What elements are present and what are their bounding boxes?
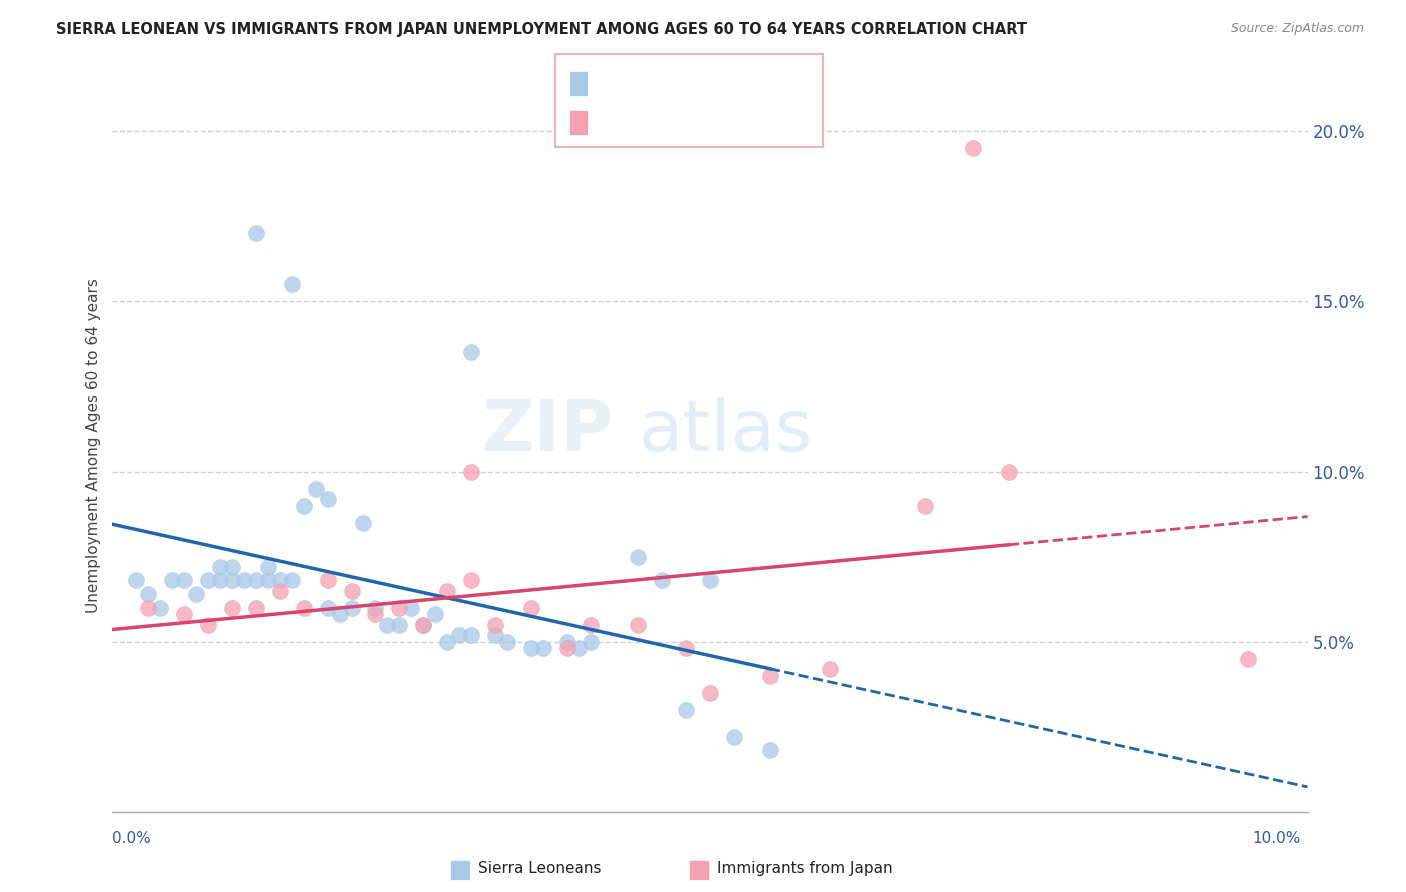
Text: ZIP: ZIP <box>482 397 614 466</box>
Point <box>412 617 434 632</box>
Point <box>818 662 841 676</box>
Point <box>675 703 697 717</box>
Point <box>173 607 195 622</box>
Point <box>579 634 602 648</box>
Point <box>281 277 304 292</box>
Point <box>245 574 267 588</box>
Text: 0.0%: 0.0% <box>112 831 152 846</box>
Point <box>221 600 243 615</box>
Point <box>245 227 267 241</box>
Point <box>627 617 650 632</box>
Point <box>998 465 1021 479</box>
Point <box>377 617 399 632</box>
Point <box>699 574 721 588</box>
Point <box>531 641 554 656</box>
Point <box>221 559 243 574</box>
Point <box>340 600 363 615</box>
Point <box>627 549 650 564</box>
Point <box>149 600 172 615</box>
Point <box>173 574 195 588</box>
Point <box>460 628 482 642</box>
Point <box>353 516 375 530</box>
Point <box>759 743 782 757</box>
Point <box>138 600 160 615</box>
Point <box>292 600 315 615</box>
Point <box>245 600 267 615</box>
Point <box>364 607 387 622</box>
Point <box>484 617 506 632</box>
Point <box>388 600 411 615</box>
Text: 10.0%: 10.0% <box>1253 831 1301 846</box>
Point <box>329 607 352 622</box>
Y-axis label: Unemployment Among Ages 60 to 64 years: Unemployment Among Ages 60 to 64 years <box>86 278 101 614</box>
Point <box>197 617 219 632</box>
Point <box>388 617 411 632</box>
Text: R =  0.250   N = 27: R = 0.250 N = 27 <box>598 115 755 130</box>
Text: Source: ZipAtlas.com: Source: ZipAtlas.com <box>1230 22 1364 36</box>
Point <box>1237 651 1260 665</box>
Point <box>138 587 160 601</box>
Point <box>675 641 697 656</box>
Point <box>209 574 232 588</box>
Text: atlas: atlas <box>638 397 813 466</box>
Point <box>759 668 782 682</box>
Point <box>460 345 482 359</box>
Point <box>340 583 363 598</box>
Point <box>914 499 936 513</box>
Point <box>520 600 543 615</box>
Point <box>281 574 304 588</box>
Text: SIERRA LEONEAN VS IMMIGRANTS FROM JAPAN UNEMPLOYMENT AMONG AGES 60 TO 64 YEARS C: SIERRA LEONEAN VS IMMIGRANTS FROM JAPAN … <box>56 22 1028 37</box>
Point <box>555 634 578 648</box>
Point <box>568 641 591 656</box>
Point <box>555 641 578 656</box>
Point <box>209 559 232 574</box>
Point <box>436 583 458 598</box>
Point <box>496 634 519 648</box>
Point <box>221 574 243 588</box>
Point <box>305 482 328 496</box>
Point <box>364 600 387 615</box>
Point <box>651 574 673 588</box>
Text: R =  0.106   N = 49: R = 0.106 N = 49 <box>598 76 755 91</box>
Point <box>401 600 423 615</box>
Point <box>125 574 148 588</box>
Point <box>269 574 291 588</box>
Point <box>257 559 280 574</box>
Point <box>449 628 471 642</box>
Point <box>316 600 339 615</box>
Point <box>460 574 482 588</box>
Point <box>436 634 458 648</box>
Point <box>460 465 482 479</box>
Point <box>962 141 984 155</box>
Point <box>257 574 280 588</box>
Point <box>186 587 208 601</box>
Point <box>197 574 219 588</box>
Point <box>233 574 256 588</box>
Point <box>316 574 339 588</box>
Text: Sierra Leoneans: Sierra Leoneans <box>478 862 602 876</box>
Point <box>292 499 315 513</box>
Point <box>484 628 506 642</box>
Point <box>425 607 447 622</box>
Point <box>579 617 602 632</box>
Point <box>520 641 543 656</box>
Text: Immigrants from Japan: Immigrants from Japan <box>717 862 893 876</box>
Point <box>412 617 434 632</box>
Point <box>162 574 183 588</box>
Point <box>723 730 745 744</box>
Point <box>699 686 721 700</box>
Point <box>269 583 291 598</box>
Point <box>316 491 339 506</box>
